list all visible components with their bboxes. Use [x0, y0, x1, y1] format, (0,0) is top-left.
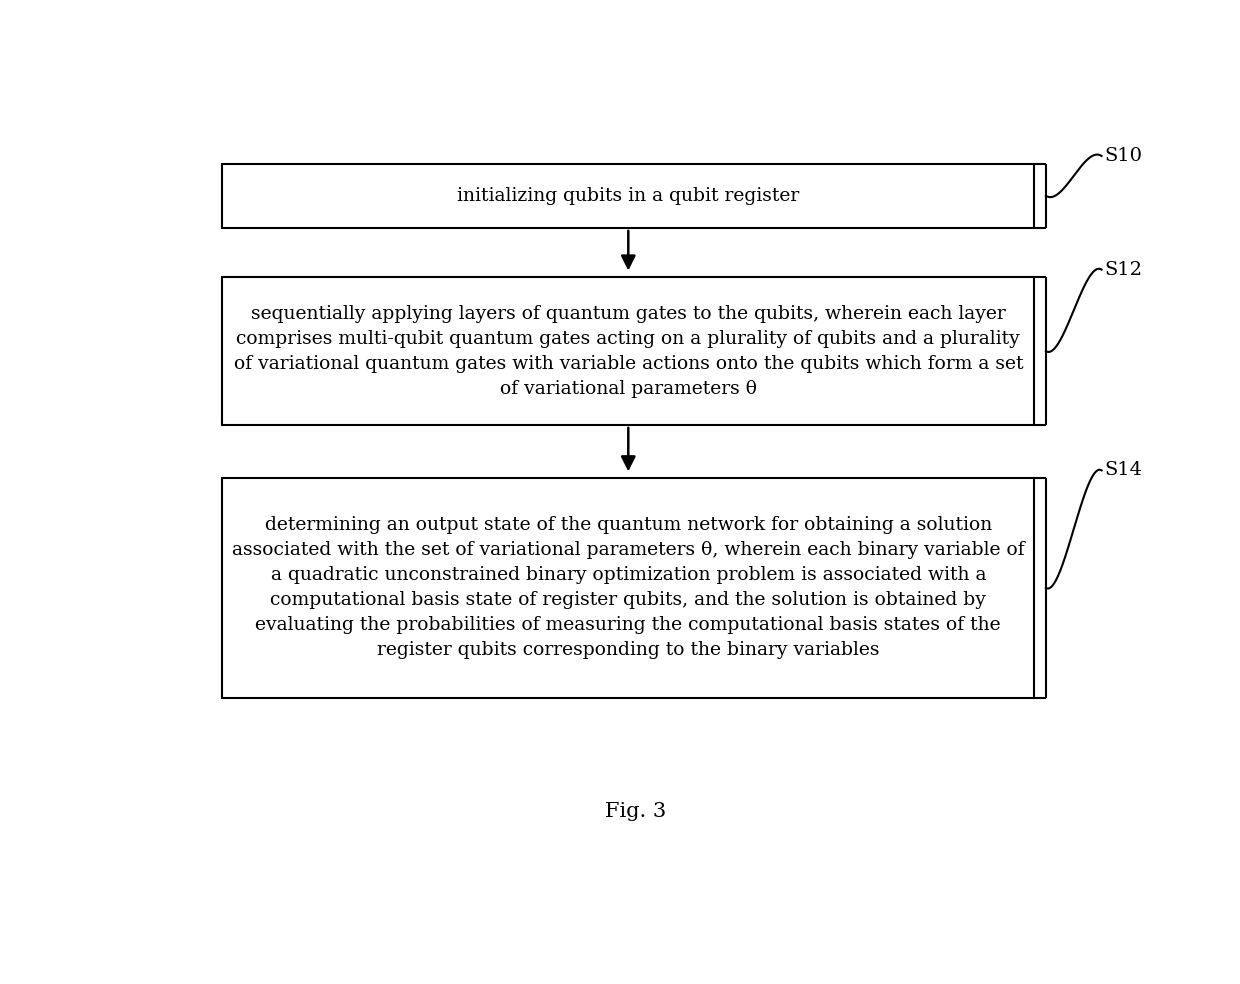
Text: S14: S14 — [1105, 461, 1142, 479]
FancyBboxPatch shape — [222, 277, 1034, 425]
Text: S12: S12 — [1105, 261, 1142, 278]
Text: Fig. 3: Fig. 3 — [605, 802, 666, 821]
Text: sequentially applying layers of quantum gates to the qubits, wherein each layer
: sequentially applying layers of quantum … — [233, 305, 1023, 398]
FancyBboxPatch shape — [222, 163, 1034, 228]
Text: S10: S10 — [1105, 147, 1142, 165]
FancyBboxPatch shape — [222, 478, 1034, 698]
Text: initializing qubits in a qubit register: initializing qubits in a qubit register — [458, 187, 800, 205]
Text: determining an output state of the quantum network for obtaining a solution
asso: determining an output state of the quant… — [232, 517, 1024, 659]
